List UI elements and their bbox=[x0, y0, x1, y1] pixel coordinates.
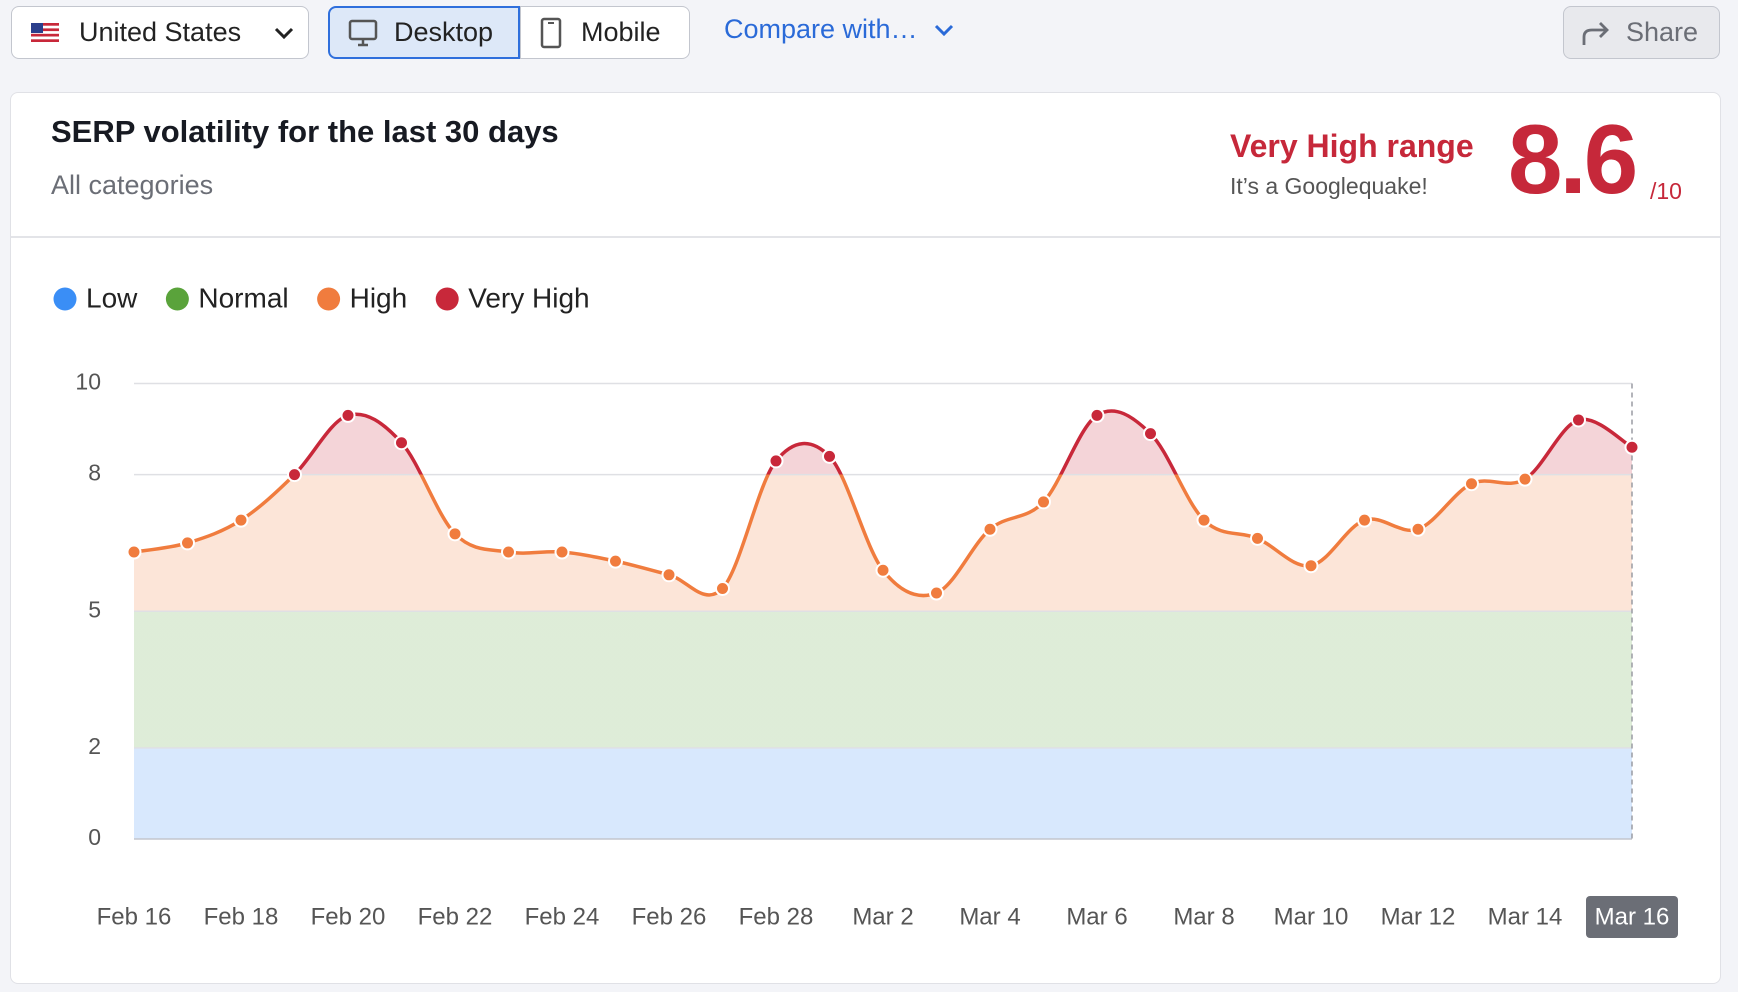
data-point bbox=[1036, 494, 1051, 510]
legend-marker bbox=[53, 287, 77, 311]
x-tick-label: Feb 22 bbox=[418, 903, 493, 930]
data-point bbox=[1410, 521, 1426, 537]
chevron-icon bbox=[274, 27, 294, 39]
data-point bbox=[1624, 439, 1640, 455]
data-point bbox=[340, 407, 356, 423]
y-tick-label: 10 bbox=[75, 369, 101, 395]
x-tick-label: Mar 2 bbox=[852, 903, 913, 930]
current-day-badge bbox=[1586, 896, 1678, 938]
data-point bbox=[554, 544, 570, 560]
x-tick-label: Mar 14 bbox=[1488, 903, 1563, 930]
share-icon bbox=[1582, 21, 1609, 45]
score: 8.6 bbox=[1508, 104, 1638, 214]
data-point bbox=[1464, 476, 1479, 492]
legend-label: Very High bbox=[468, 282, 589, 313]
range-note: It’s a Googlequake! bbox=[1230, 173, 1428, 199]
mobile-button[interactable]: Mobile bbox=[520, 6, 690, 59]
desktop-button[interactable]: Desktop bbox=[328, 6, 520, 59]
data-point bbox=[608, 553, 623, 569]
volatility-area bbox=[134, 410, 1632, 839]
data-point bbox=[715, 580, 730, 596]
x-tick-label: Feb 18 bbox=[204, 903, 279, 930]
y-tick-label: 8 bbox=[88, 460, 101, 486]
x-tick-label: Mar 10 bbox=[1274, 903, 1349, 930]
data-point bbox=[1143, 426, 1158, 442]
card-header: SERP volatility for the last 30 days All… bbox=[11, 93, 1720, 238]
data-point bbox=[929, 585, 944, 601]
data-point bbox=[1089, 407, 1105, 423]
x-tick-label: Mar 6 bbox=[1066, 903, 1127, 930]
mobile-icon bbox=[540, 17, 562, 48]
data-point bbox=[661, 567, 677, 583]
data-point bbox=[1357, 512, 1372, 528]
data-point bbox=[394, 435, 409, 451]
x-tick-label: Mar 8 bbox=[1173, 903, 1234, 930]
legend-marker bbox=[317, 287, 341, 311]
data-point bbox=[1571, 412, 1586, 428]
share-label: Share bbox=[1626, 17, 1699, 47]
x-tick-label: Feb 28 bbox=[739, 903, 814, 930]
x-tick-label: Feb 16 bbox=[97, 903, 172, 930]
score-max: /10 bbox=[1650, 178, 1682, 204]
desktop-label: Desktop bbox=[394, 17, 494, 47]
data-point bbox=[126, 544, 142, 560]
legend-label: High bbox=[350, 282, 408, 313]
mobile-label: Mobile bbox=[581, 17, 661, 47]
chevron-icon bbox=[934, 24, 953, 36]
data-point bbox=[982, 521, 998, 537]
y-tick-label: 2 bbox=[88, 733, 101, 759]
data-point bbox=[233, 512, 249, 528]
flag-icon bbox=[31, 23, 59, 42]
data-point bbox=[501, 544, 516, 560]
x-tick-label: Mar 4 bbox=[959, 903, 1020, 930]
data-point bbox=[1517, 471, 1533, 487]
x-tick-label: Mar 12 bbox=[1381, 903, 1456, 930]
y-tick-label: 0 bbox=[88, 824, 101, 850]
data-point bbox=[822, 448, 837, 464]
desktop-icon bbox=[348, 19, 378, 46]
data-point bbox=[287, 467, 302, 483]
data-point bbox=[1303, 558, 1319, 574]
legend-marker bbox=[435, 287, 459, 311]
data-point bbox=[768, 453, 784, 469]
compare-dropdown[interactable]: Compare with… bbox=[724, 14, 954, 45]
data-point bbox=[447, 526, 463, 542]
card-subtitle: All categories bbox=[51, 170, 214, 200]
x-tick-label: Mar 16 bbox=[1595, 903, 1670, 930]
legend-label: Low bbox=[86, 282, 138, 313]
x-tick-label: Feb 24 bbox=[525, 903, 600, 930]
country-label: United States bbox=[79, 17, 242, 47]
compare-label: Compare with… bbox=[724, 14, 918, 44]
share-button[interactable]: Share bbox=[1563, 6, 1720, 59]
data-point bbox=[875, 562, 891, 578]
data-point bbox=[180, 535, 195, 551]
legend-marker bbox=[165, 287, 189, 311]
x-tick-label: Feb 26 bbox=[632, 903, 707, 930]
legend-label: Normal bbox=[198, 282, 288, 313]
x-tick-label: Feb 20 bbox=[311, 903, 386, 930]
country-dropdown[interactable]: United States bbox=[11, 6, 309, 59]
range-label: Very High range bbox=[1230, 128, 1474, 164]
data-point bbox=[1250, 530, 1265, 546]
y-tick-label: 5 bbox=[88, 596, 101, 622]
card-title: SERP volatility for the last 30 days bbox=[51, 114, 559, 149]
data-point bbox=[1196, 512, 1212, 528]
